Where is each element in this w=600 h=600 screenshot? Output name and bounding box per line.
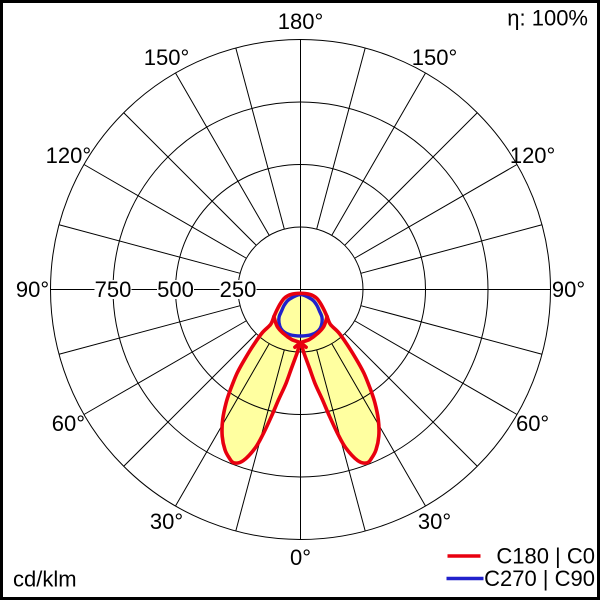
radial-gridline <box>83 164 247 259</box>
units-label: cd/klm <box>13 567 77 592</box>
angle-tick-label: 60° <box>52 411 85 436</box>
radial-gridline <box>123 333 257 467</box>
radius-label-backing <box>219 280 257 299</box>
radial-gridline <box>123 112 257 246</box>
angle-tick-label: 30° <box>418 509 451 534</box>
radial-gridline <box>360 224 543 274</box>
radial-gridline <box>58 224 241 274</box>
radial-gridline <box>354 164 518 259</box>
radial-gridline <box>344 112 478 246</box>
radius-tick-label: 750 <box>95 277 132 302</box>
radius-tick-label: 500 <box>157 277 194 302</box>
angle-tick-label: 90° <box>16 277 49 302</box>
radial-gridline <box>175 72 270 236</box>
angle-tick-label: 60° <box>516 411 549 436</box>
angle-tick-label: 150° <box>144 45 190 70</box>
radius-tick-label: 250 <box>220 277 257 302</box>
radial-gridline <box>58 305 241 355</box>
angle-tick-label: 120° <box>510 143 556 168</box>
curve-c270-c90 <box>277 292 324 338</box>
angle-tick-label: 90° <box>552 277 585 302</box>
radial-gridline <box>316 47 366 230</box>
radial-gridline <box>235 47 285 230</box>
legend-label: C180 | C0 <box>496 544 595 569</box>
legend-label: C270 | C90 <box>484 566 595 591</box>
radial-gridline <box>344 333 478 467</box>
radius-label-backing <box>157 280 194 299</box>
angle-labels: 180° 150° 150° 120° 120° 90° 90° 60° 60° 30° 30° 0° <box>16 9 585 570</box>
radius-tick-labels: 250 500 750 <box>94 277 257 302</box>
radial-gridline <box>83 320 247 415</box>
curve-c180-c0 <box>220 291 381 465</box>
angle-tick-label: 30° <box>150 509 183 534</box>
angle-tick-label: 0° <box>290 545 311 570</box>
angle-tick-label: 150° <box>412 45 458 70</box>
radial-gridline <box>354 320 518 415</box>
efficiency-label: η: 100% <box>507 6 588 31</box>
angle-tick-label: 180° <box>278 9 324 34</box>
angle-tick-label: 120° <box>46 143 92 168</box>
radial-gridline <box>331 72 426 236</box>
curve-c180-c0-central-cusp <box>293 314 329 349</box>
radial-gridline <box>360 305 543 355</box>
radius-label-backing <box>94 280 132 299</box>
